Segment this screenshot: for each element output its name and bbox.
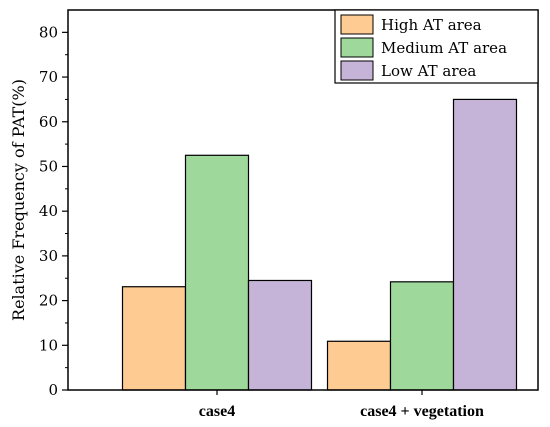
bars-layer: [121, 98, 518, 391]
bar-low-at-area-1: [452, 98, 518, 391]
legend: High AT area Medium AT area Low AT area: [334, 9, 539, 84]
bar-high-at-area-1: [326, 340, 392, 391]
legend-label-1: Medium AT area: [381, 39, 507, 57]
legend-label-0: High AT area: [381, 16, 482, 34]
legend-label-2: Low AT area: [381, 62, 476, 80]
y-tick-label: 70: [39, 68, 58, 86]
y-tick-label: 60: [39, 113, 58, 131]
bar-medium-at-area-1: [389, 281, 455, 391]
y-tick-label: 50: [39, 157, 58, 175]
y-axis-label: Relative Frequency of PAT(%): [9, 79, 28, 321]
bar-low-at-area-0: [247, 279, 313, 391]
x-tick-label-1: case4 + vegetation: [360, 403, 484, 420]
y-tick-label: 10: [39, 336, 58, 354]
legend-swatch-1: [340, 37, 374, 58]
y-axis: 0 10 20 30 40 50 60 70 80: [39, 23, 68, 399]
y-tick-label: 40: [39, 202, 58, 220]
bar-high-at-area-0: [121, 286, 187, 391]
y-tick-label: 30: [39, 247, 58, 265]
y-tick-label: 20: [39, 292, 58, 310]
bar-medium-at-area-0: [184, 154, 250, 391]
y-tick-label: 0: [48, 381, 58, 399]
legend-swatch-0: [340, 14, 374, 35]
legend-swatch-2: [340, 60, 374, 81]
plot-frame: [67, 9, 539, 391]
x-tick-label-0: case4: [199, 403, 235, 420]
y-tick-label: 80: [39, 23, 58, 41]
x-axis: case4 case4 + vegetation: [199, 390, 484, 420]
